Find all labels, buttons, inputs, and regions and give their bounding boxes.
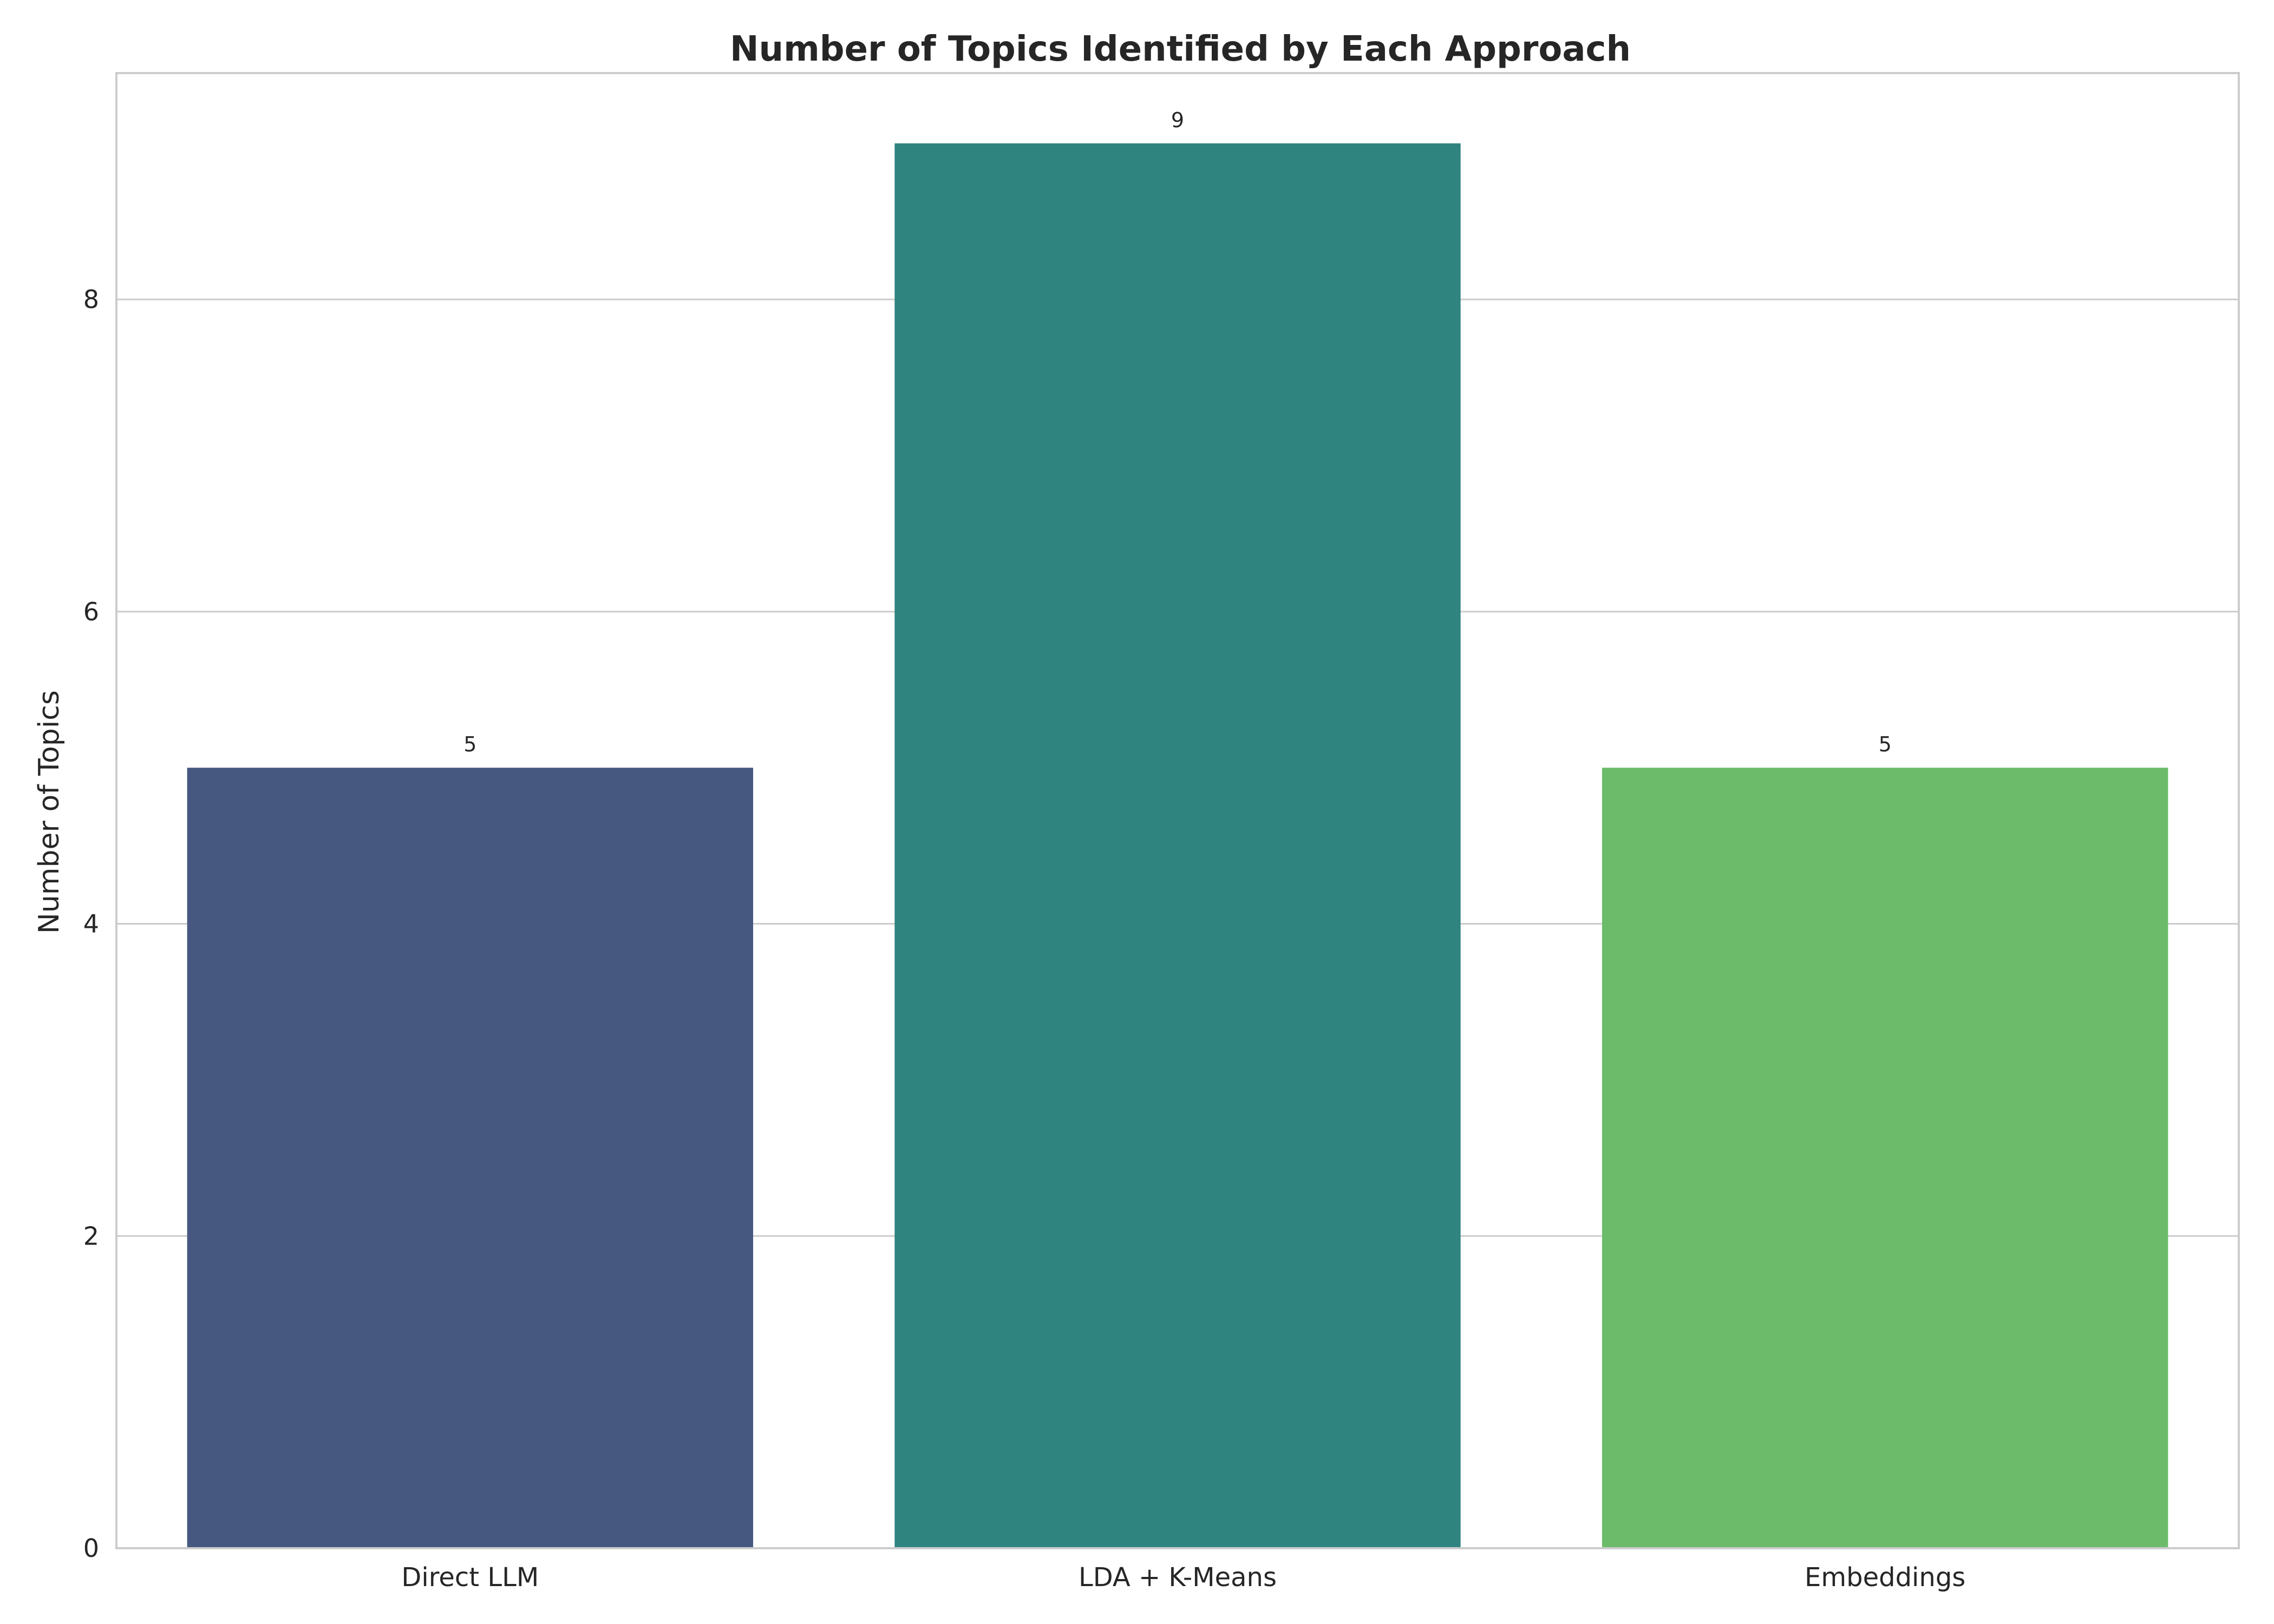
x-category-label: Direct LLM [401,1562,539,1593]
chart-title: Number of Topics Identified by Each Appr… [730,29,1631,69]
plot-frame [115,72,2240,1549]
x-category-label: Embeddings [1805,1562,1965,1593]
x-category-labels: Direct LLM LDA + K-Means Embeddings [401,1562,1965,1593]
y-tick-label: 4 [83,909,99,939]
y-axis-title: Number of Topics [33,690,66,934]
x-category-label: LDA + K-Means [1079,1562,1277,1593]
bar-layer [187,143,2168,1548]
data-labels: 5 9 5 [463,108,1892,756]
bar-value-label: 5 [463,732,476,756]
y-tick-labels: 0 2 4 6 8 [83,285,99,1563]
bar-value-label: 9 [1171,108,1184,132]
y-tick-label: 0 [83,1534,99,1563]
y-tick-label: 2 [83,1221,99,1250]
bar [894,143,1461,1548]
y-tick-label: 6 [83,597,99,626]
bar [1602,768,2168,1548]
bar-value-label: 5 [1879,732,1892,756]
y-tick-label: 8 [83,285,99,314]
bar [187,768,754,1548]
